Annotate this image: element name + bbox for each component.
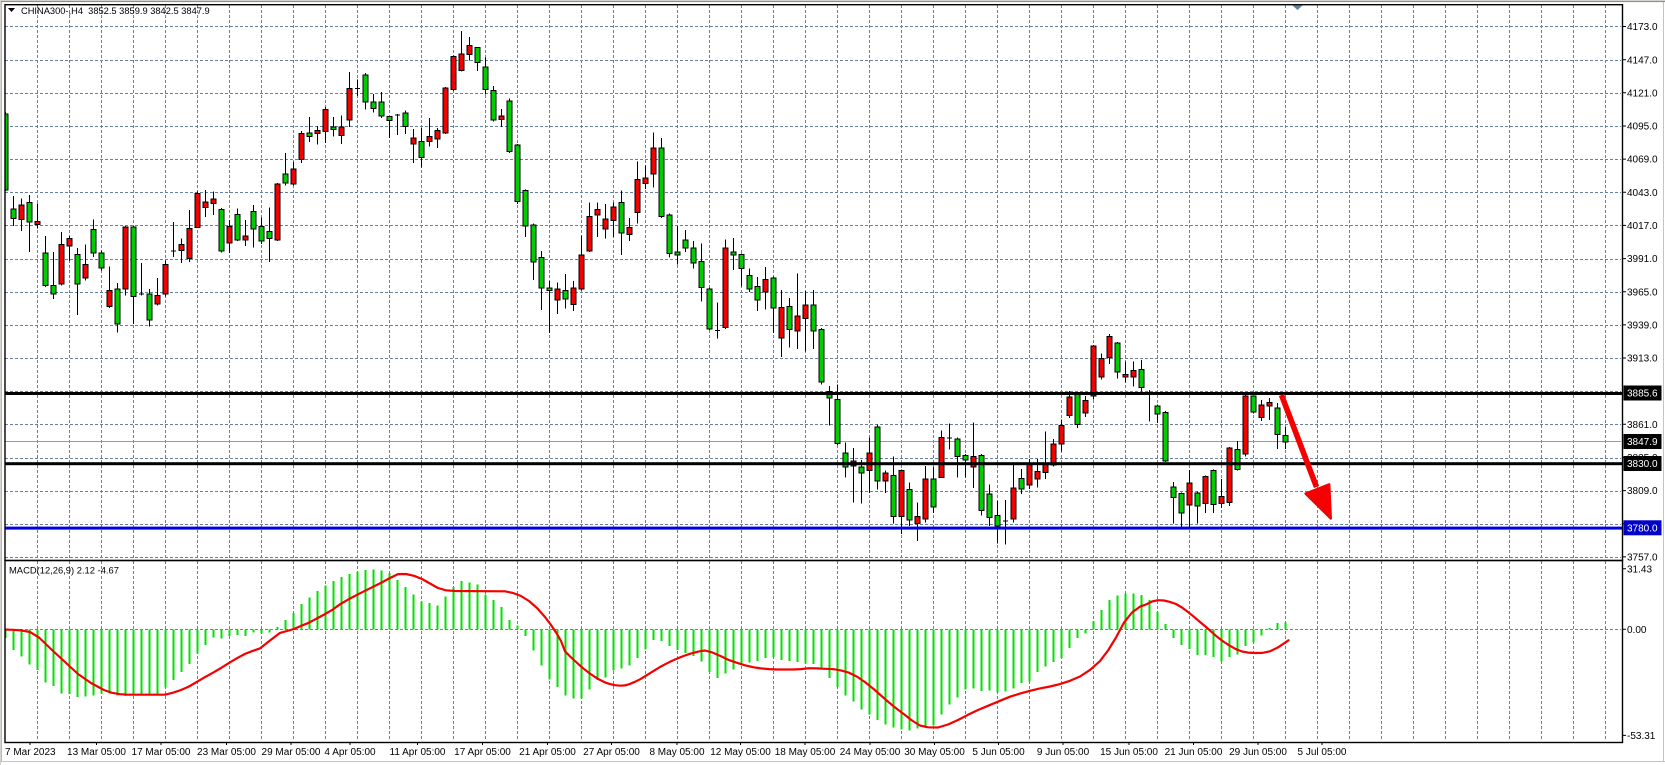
svg-text:3885.6: 3885.6 [1627, 389, 1658, 400]
svg-text:4017.0: 4017.0 [1627, 221, 1658, 232]
svg-text:4069.0: 4069.0 [1627, 155, 1658, 166]
svg-text:27 Apr 05:00: 27 Apr 05:00 [583, 747, 640, 758]
svg-text:30 May 05:00: 30 May 05:00 [904, 747, 965, 758]
svg-text:4095.0: 4095.0 [1627, 122, 1658, 133]
svg-text:4173.0: 4173.0 [1627, 22, 1658, 33]
svg-text:11 Apr 05:00: 11 Apr 05:00 [390, 747, 446, 758]
svg-text:0.00: 0.00 [1627, 625, 1647, 636]
svg-text:24 May 05:00: 24 May 05:00 [840, 747, 901, 758]
svg-text:21 Apr 05:00: 21 Apr 05:00 [519, 747, 576, 758]
svg-text:5 Jun 05:00: 5 Jun 05:00 [972, 747, 1025, 758]
svg-text:3991.0: 3991.0 [1627, 254, 1658, 265]
svg-text:3809.0: 3809.0 [1627, 486, 1658, 497]
svg-text:4121.0: 4121.0 [1627, 88, 1658, 99]
svg-text:13 Mar 05:00: 13 Mar 05:00 [67, 747, 126, 758]
svg-text:21 Jun 05:00: 21 Jun 05:00 [1165, 747, 1223, 758]
svg-text:3861.0: 3861.0 [1627, 420, 1658, 431]
svg-text:17 Mar 05:00: 17 Mar 05:00 [132, 747, 191, 758]
svg-text:3780.0: 3780.0 [1627, 523, 1658, 534]
svg-text:4147.0: 4147.0 [1627, 55, 1658, 66]
svg-text:7 Mar 2023: 7 Mar 2023 [5, 747, 56, 758]
svg-text:8 May 05:00: 8 May 05:00 [649, 747, 704, 758]
svg-text:CHINA300-,H4 3852.5 3859.9 38: CHINA300-,H4 3852.5 3859.9 3842.5 3847.9 [21, 6, 210, 16]
svg-text:3913.0: 3913.0 [1627, 354, 1658, 365]
svg-text:29 Mar 05:00: 29 Mar 05:00 [262, 747, 321, 758]
svg-text:17 Apr 05:00: 17 Apr 05:00 [454, 747, 511, 758]
svg-text:9 Jun 05:00: 9 Jun 05:00 [1037, 747, 1090, 758]
svg-text:4 Apr 05:00: 4 Apr 05:00 [324, 747, 376, 758]
svg-text:29 Jun 05:00: 29 Jun 05:00 [1229, 747, 1287, 758]
svg-text:5 Jul 05:00: 5 Jul 05:00 [1298, 747, 1347, 758]
svg-text:MACD(12,26,9) 2.12 -4.67: MACD(12,26,9) 2.12 -4.67 [9, 565, 119, 576]
svg-text:3847.9: 3847.9 [1627, 437, 1658, 448]
svg-text:31.43: 31.43 [1627, 564, 1652, 575]
svg-text:3965.0: 3965.0 [1627, 287, 1658, 298]
svg-text:3939.0: 3939.0 [1627, 321, 1658, 332]
svg-text:18 May 05:00: 18 May 05:00 [775, 747, 836, 758]
svg-text:23 Mar 05:00: 23 Mar 05:00 [197, 747, 256, 758]
svg-text:15 Jun 05:00: 15 Jun 05:00 [1100, 747, 1158, 758]
svg-text:4043.0: 4043.0 [1627, 188, 1658, 199]
svg-text:-53.31: -53.31 [1627, 731, 1656, 742]
svg-text:3757.0: 3757.0 [1627, 553, 1658, 564]
svg-text:12 May 05:00: 12 May 05:00 [710, 747, 771, 758]
svg-text:3830.0: 3830.0 [1627, 459, 1658, 470]
